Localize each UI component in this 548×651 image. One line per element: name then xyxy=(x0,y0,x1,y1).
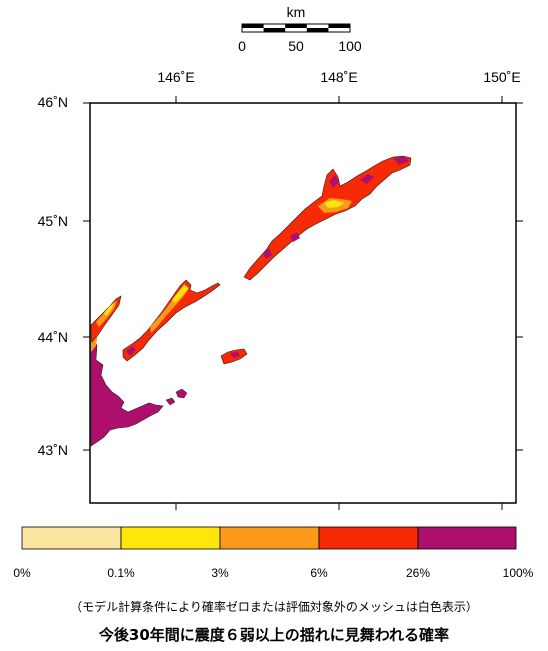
legend-label-3: 6% xyxy=(310,566,328,580)
kunashiri-island xyxy=(122,279,221,362)
legend-label-4: 26% xyxy=(405,566,431,580)
lat-label-45: 45˚N xyxy=(38,213,68,229)
legend-label-5: 100% xyxy=(502,566,534,580)
scale-tick-50: 50 xyxy=(288,38,304,54)
hokkaido-coast xyxy=(90,339,164,447)
lat-label-46: 46˚N xyxy=(38,94,68,110)
legend-swatch-2 xyxy=(219,526,320,550)
scale-bar: km 0 50 100 xyxy=(238,4,362,54)
lat-label-43: 43˚N xyxy=(38,442,68,458)
lon-label-150: 150˚E xyxy=(483,69,520,85)
lat-label-44: 44˚N xyxy=(38,329,68,345)
note-text: （モデル計算条件により確率ゼロまたは評価対象外のメッシュは白色表示） xyxy=(70,600,478,614)
map-frame xyxy=(89,102,517,504)
lon-label-148: 148˚E xyxy=(320,69,357,85)
legend-label-1: 0.1% xyxy=(107,566,135,580)
legend-colorbar xyxy=(21,526,517,550)
legend-swatch-0 xyxy=(21,526,122,550)
scale-tick-0: 0 xyxy=(238,38,246,54)
legend-label-2: 3% xyxy=(211,566,229,580)
map-title: 今後30年間に震度６弱以上の揺れに見舞われる確率 xyxy=(98,626,450,644)
etorofu-island xyxy=(243,155,412,281)
legend-swatch-3 xyxy=(318,526,419,550)
scale-unit-label: km xyxy=(287,4,306,20)
map-land xyxy=(90,155,412,447)
legend-swatch-4 xyxy=(417,526,517,550)
hazard-map: km 0 50 100 146˚E 148˚E 150˚E 46˚N 45˚N … xyxy=(21,4,523,550)
lon-label-146: 146˚E xyxy=(157,69,194,85)
legend-swatch-1 xyxy=(120,526,221,550)
legend-label-0: 0% xyxy=(13,566,31,580)
frame-ticks xyxy=(83,96,523,510)
scale-tick-100: 100 xyxy=(338,38,362,54)
